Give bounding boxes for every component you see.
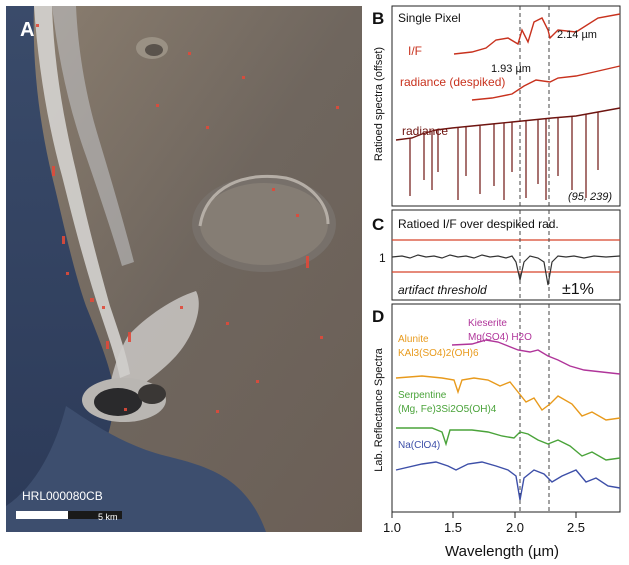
panel-d: D Lab. Reflectance Spectra Kieserite Mg(…: [372, 303, 621, 513]
panel-b-frame: [391, 5, 621, 207]
panel-c-letter: C: [372, 215, 384, 234]
panel-b: B Ratioed spectra (offset) Single Pixel …: [372, 5, 621, 207]
band-label-2-14: 2.14 µm: [557, 29, 597, 41]
serpentine-formula: (Mg, Fe)3Si2O5(OH)4: [398, 404, 497, 415]
panel-b-letter: B: [372, 9, 384, 28]
x-tick-1-5: 1.5: [444, 520, 462, 535]
if-label: I/F: [408, 44, 422, 58]
scale-label: 5 km: [98, 512, 118, 522]
pixel-coordinate: (95, 239): [568, 191, 612, 203]
spectra-figure: B Ratioed spectra (offset) Single Pixel …: [372, 5, 621, 560]
panel-a-letter: A: [20, 19, 34, 41]
despiked-trace: [471, 65, 621, 101]
radiance-trace: [395, 107, 621, 141]
image-id-label: HRL000080CB: [22, 489, 103, 503]
alunite-formula: KAl3(SO4)2(OH)6: [398, 348, 479, 359]
x-axis-label: Wavelength (µm): [445, 543, 559, 560]
threshold-label: artifact threshold: [398, 283, 487, 297]
panel-b-title: Single Pixel: [398, 11, 461, 25]
scale-bar-dark-half: [68, 511, 122, 519]
ratio-trace: [391, 254, 621, 286]
kieserite-name: Kieserite: [468, 318, 507, 329]
kieserite-formula: Mg(SO4) H2O: [468, 332, 532, 343]
panel-d-ylabel: Lab. Reflectance Spectra: [373, 347, 385, 471]
panel-c-title: Ratioed I/F over despiked rad.: [398, 217, 559, 231]
radiance-spikes: [409, 112, 599, 200]
panel-b-ylabel: Ratioed spectra (offset): [373, 47, 385, 161]
threshold-value: ±1%: [562, 281, 594, 298]
x-tick-1-0: 1.0: [383, 520, 401, 535]
unity-tick-label: 1: [379, 251, 386, 265]
serpentine-trace: [396, 427, 621, 461]
radiance-label: radiance: [402, 124, 448, 138]
panel-d-letter: D: [372, 307, 384, 326]
despiked-label-1: radiance (despiked): [400, 75, 505, 89]
x-tick-2-5: 2.5: [567, 520, 585, 535]
panel-a-image: A HRL000080CB 5 km: [6, 6, 362, 532]
if-trace: [453, 13, 621, 55]
panel-c-frame: [391, 209, 621, 301]
band-label-1-93: 1.93 µm: [491, 63, 531, 75]
naclo4-trace: [395, 461, 621, 501]
x-axis: 1.0 1.5 2.0 2.5 Wavelength (µm): [383, 511, 620, 560]
panel-c: C Ratioed I/F over despiked rad. 1 artif…: [372, 209, 621, 301]
alunite-name: Alunite: [398, 334, 429, 345]
serpentine-name: Serpentine: [398, 390, 447, 401]
naclo4-name: Na(ClO4): [398, 440, 440, 451]
x-tick-2-0: 2.0: [506, 520, 524, 535]
alunite-trace: [395, 375, 621, 421]
kieserite-trace: [451, 339, 621, 375]
